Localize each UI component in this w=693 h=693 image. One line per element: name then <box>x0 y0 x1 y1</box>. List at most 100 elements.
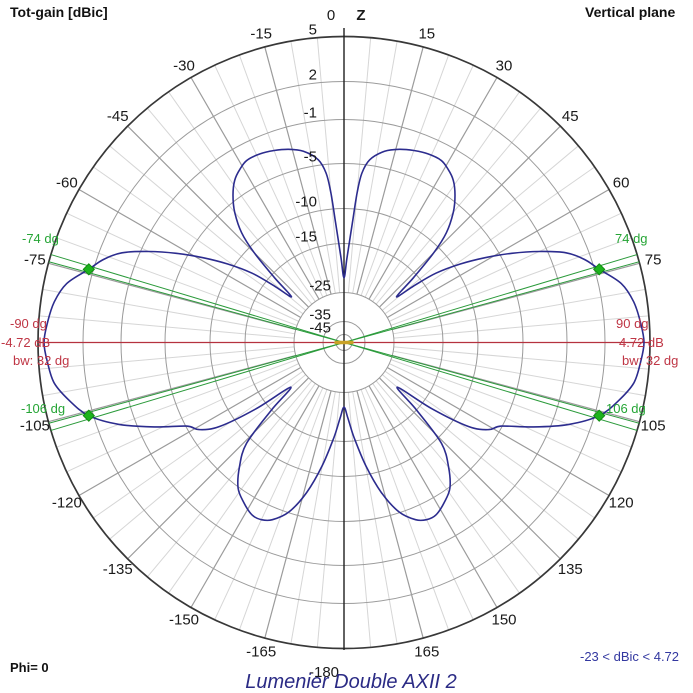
beamwidth-value-label-right: bw: 32 dg <box>622 353 679 368</box>
minor-spoke <box>381 374 579 540</box>
minor-spoke <box>389 363 622 473</box>
radial-scale-label-5: 5 <box>309 22 317 39</box>
minor-spoke <box>238 54 328 296</box>
angle-label-105: 105 <box>641 417 666 434</box>
beamwidth-marker-diamond <box>82 409 95 422</box>
minor-spoke <box>360 389 450 631</box>
angle-label--150: -150 <box>169 612 199 629</box>
minor-spoke <box>381 145 579 311</box>
angle-label-180: -180 <box>309 664 339 681</box>
minor-spoke <box>168 91 316 302</box>
beamwidth-marker-diamond <box>593 263 606 276</box>
angle-label-165: 165 <box>414 644 439 661</box>
radial-scale-label--25: -25 <box>309 278 331 295</box>
minor-spoke <box>393 346 649 370</box>
grid-minor-spokes <box>39 37 649 648</box>
axis-gain-label-right: 4.72 dB <box>619 335 664 350</box>
beamwidth-rays <box>48 254 640 431</box>
minor-spoke <box>364 387 474 621</box>
minor-spoke <box>372 91 520 302</box>
radial-scale-label--10: -10 <box>295 194 317 211</box>
minor-spoke <box>109 374 307 540</box>
angle-label--105: -105 <box>20 417 50 434</box>
major-spoke <box>356 390 424 639</box>
antenna-model-title: Lumenier Double AXII 2 <box>245 671 457 693</box>
radial-scale-label--45: -45 <box>309 320 331 337</box>
minor-spoke <box>290 391 336 644</box>
axis-angle-label-right: 90 dg <box>616 316 649 331</box>
beamwidth-angle-label-right-upper: 74 dg <box>615 231 648 246</box>
major-spoke <box>368 385 498 608</box>
beamwidth-marker-diamond <box>82 263 95 276</box>
plane-title: Vertical plane <box>585 4 676 20</box>
minor-spoke <box>384 370 595 519</box>
major-spoke <box>264 390 332 639</box>
beamwidth-marker-diamond <box>593 409 606 422</box>
angle-label--75: -75 <box>24 252 46 269</box>
gain-range-label: -23 < dBic < 4.72 <box>580 649 680 664</box>
beamwidth-angle-label-right-lower: 106 dg <box>606 401 646 416</box>
major-spoke <box>78 188 301 319</box>
major-spoke <box>190 385 320 608</box>
minor-spoke <box>109 145 307 311</box>
major-spoke <box>78 366 301 497</box>
beamwidth-line <box>343 342 638 431</box>
radial-scale-label--35: -35 <box>309 307 331 324</box>
angle-label-30: 30 <box>496 57 513 74</box>
major-spoke <box>127 377 310 560</box>
beamwidth-value-label-left: bw: 32 dg <box>13 353 70 368</box>
radial-scale-label-2: 2 <box>309 67 317 84</box>
beamwidth-line <box>343 254 638 343</box>
minor-spoke <box>375 107 542 305</box>
minor-spoke <box>93 370 304 519</box>
radiation-pattern-curve <box>43 148 645 522</box>
major-spoke <box>190 77 320 300</box>
minor-spoke <box>360 54 450 296</box>
minor-spoke <box>42 288 295 335</box>
minor-spoke <box>66 212 299 322</box>
beamwidth-line <box>48 261 345 343</box>
angle-label--15: -15 <box>250 25 272 42</box>
angle-label--45: -45 <box>107 108 129 125</box>
major-spoke <box>127 125 310 308</box>
minor-spoke <box>393 350 646 397</box>
major-spoke <box>387 366 610 497</box>
beamwidth-line <box>343 342 640 424</box>
angle-label--135: -135 <box>103 561 133 578</box>
minor-spoke <box>290 41 336 294</box>
beamwidth-angle-label-left-lower: -106 dg <box>21 401 66 416</box>
gain-units-title: Tot-gain [dBic] <box>10 4 108 20</box>
minor-spoke <box>352 391 398 644</box>
minor-spoke <box>168 383 316 594</box>
beamwidth-markers <box>82 263 606 422</box>
radial-scale-labels: 5 2 -1 -5 -10 -15 -25 -35-45 <box>295 22 331 337</box>
minor-spoke <box>316 392 341 648</box>
angle-label--120: -120 <box>52 495 82 512</box>
angle-label-150: 150 <box>491 612 516 629</box>
minor-spoke <box>347 37 372 293</box>
angle-label--165: -165 <box>246 644 276 661</box>
angle-label-15: 15 <box>418 25 435 42</box>
beamwidth-line <box>50 254 345 343</box>
major-spoke <box>378 377 561 560</box>
angle-label--30: -30 <box>173 57 195 74</box>
beamwidth-angle-label-left-upper: -74 dg <box>22 231 59 246</box>
major-spoke <box>368 77 498 300</box>
minor-spoke <box>390 359 632 448</box>
minor-spoke <box>389 212 622 322</box>
minor-spoke <box>39 346 295 370</box>
minor-spoke <box>347 392 372 648</box>
major-spoke <box>387 188 610 319</box>
minor-spoke <box>214 387 324 621</box>
angle-label-45: 45 <box>562 108 579 125</box>
minor-spoke <box>384 166 595 315</box>
minor-spoke <box>390 237 632 326</box>
major-spoke <box>264 46 332 295</box>
minor-spoke <box>316 37 341 293</box>
major-spoke <box>378 125 561 308</box>
minor-spoke <box>375 380 542 578</box>
angle-label-60: 60 <box>613 175 630 192</box>
angle-label--60: -60 <box>56 175 78 192</box>
minor-spoke <box>393 288 646 335</box>
